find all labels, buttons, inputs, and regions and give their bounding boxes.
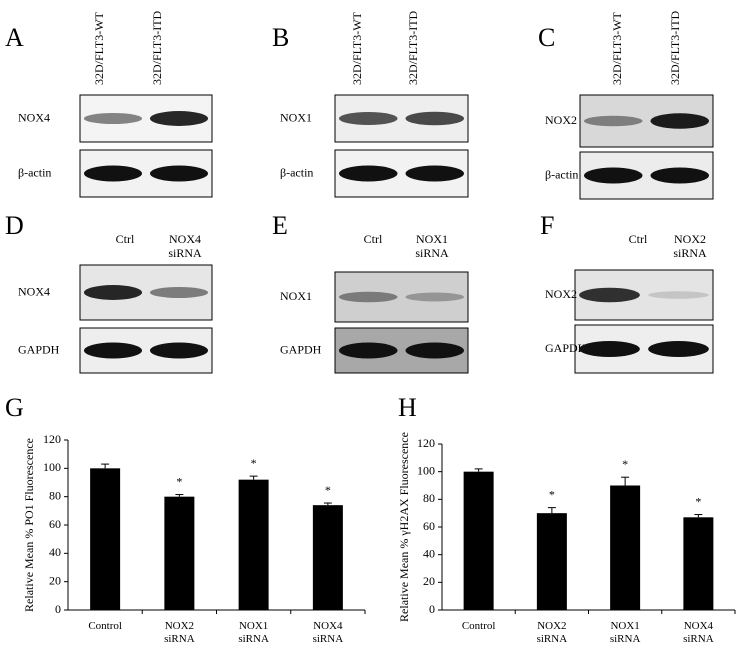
significance-marker: * bbox=[622, 457, 628, 471]
panel-letter: E bbox=[272, 211, 288, 240]
row-label: β-actin bbox=[280, 165, 313, 179]
band bbox=[405, 111, 465, 126]
y-tick-label: 60 bbox=[423, 519, 435, 533]
band bbox=[83, 342, 143, 359]
y-tick-label: 120 bbox=[417, 436, 435, 450]
x-tick-label: Control bbox=[88, 620, 122, 632]
band bbox=[583, 115, 643, 127]
row-label: NOX1 bbox=[280, 110, 312, 124]
x-tick-label: NOX4 siRNA bbox=[683, 620, 714, 645]
lane-label: 32D/FLT3-WT bbox=[92, 11, 106, 85]
row-label: β-actin bbox=[18, 165, 51, 179]
y-tick-label: 20 bbox=[49, 573, 61, 587]
band bbox=[650, 167, 710, 184]
significance-marker: * bbox=[695, 494, 701, 508]
y-tick-label: 80 bbox=[423, 491, 435, 505]
x-tick-label: NOX4 siRNA bbox=[312, 620, 344, 645]
y-tick-label: 40 bbox=[423, 546, 435, 560]
y-tick-label: 0 bbox=[55, 602, 61, 616]
lane-label: 32D/FLT3-ITD bbox=[406, 10, 420, 85]
y-tick-label: 60 bbox=[49, 517, 61, 531]
band bbox=[583, 167, 643, 184]
significance-marker: * bbox=[325, 483, 331, 497]
row-label: NOX1 bbox=[280, 289, 312, 303]
row-label: β-actin bbox=[545, 167, 578, 181]
band bbox=[579, 341, 640, 357]
band bbox=[650, 113, 710, 129]
band bbox=[338, 112, 398, 125]
x-tick-label: NOX2 siRNA bbox=[536, 620, 568, 645]
band bbox=[149, 165, 209, 182]
blot-box bbox=[334, 271, 469, 323]
bar bbox=[238, 479, 269, 610]
lane-label: NOX4 siRNA bbox=[168, 232, 202, 260]
bar bbox=[312, 505, 343, 610]
row-label: NOX4 bbox=[18, 110, 50, 124]
y-tick-label: 40 bbox=[49, 545, 61, 559]
y-tick-label: 100 bbox=[43, 460, 61, 474]
y-axis-label: Relative Mean % PO1 Fluorescence bbox=[22, 438, 36, 612]
significance-marker: * bbox=[176, 474, 182, 488]
panel-letter: C bbox=[538, 23, 555, 52]
panel-letter: F bbox=[540, 211, 554, 240]
significance-marker: * bbox=[251, 456, 257, 470]
band bbox=[149, 111, 209, 126]
band bbox=[338, 342, 398, 359]
bar bbox=[463, 471, 494, 610]
panel-letter: D bbox=[5, 211, 24, 240]
y-tick-label: 0 bbox=[429, 602, 435, 616]
lane-label: Ctrl bbox=[115, 232, 135, 246]
row-label: NOX4 bbox=[18, 284, 50, 298]
x-tick-label: NOX1 siRNA bbox=[609, 620, 641, 645]
row-label: GAPDH bbox=[545, 341, 587, 355]
lane-label: 32D/FLT3-ITD bbox=[150, 10, 164, 85]
bar bbox=[90, 468, 121, 610]
band bbox=[405, 342, 465, 359]
bar bbox=[164, 496, 195, 610]
lane-label: Ctrl bbox=[363, 232, 383, 246]
row-label: GAPDH bbox=[280, 342, 322, 356]
panel-letter: B bbox=[272, 23, 289, 52]
significance-marker: * bbox=[549, 487, 555, 501]
band bbox=[648, 341, 709, 357]
band bbox=[83, 165, 143, 182]
band bbox=[149, 342, 209, 359]
band bbox=[405, 165, 465, 182]
band bbox=[405, 292, 465, 302]
x-tick-label: Control bbox=[461, 620, 496, 632]
band bbox=[648, 291, 709, 299]
y-tick-label: 20 bbox=[423, 574, 435, 588]
panel-letter: H bbox=[398, 393, 417, 422]
y-axis-label: Relative Mean % γH2AX Fluorescence bbox=[397, 432, 411, 622]
row-label: GAPDH bbox=[18, 342, 60, 356]
band bbox=[83, 113, 143, 124]
bar bbox=[610, 485, 641, 610]
band bbox=[338, 165, 398, 182]
lane-label: 32D/FLT3-ITD bbox=[668, 10, 682, 85]
band bbox=[338, 291, 398, 303]
row-label: NOX2 bbox=[545, 287, 577, 301]
bar bbox=[536, 513, 567, 610]
band bbox=[83, 285, 143, 300]
lane-label: NOX1 siRNA bbox=[415, 232, 449, 260]
y-tick-label: 80 bbox=[49, 488, 61, 502]
lane-label: NOX2 siRNA bbox=[673, 232, 707, 260]
band bbox=[579, 287, 640, 303]
panel-letter: G bbox=[5, 393, 24, 422]
bar bbox=[683, 517, 714, 610]
lane-label: 32D/FLT3-WT bbox=[610, 11, 624, 85]
x-tick-label: NOX1 siRNA bbox=[238, 620, 269, 645]
y-tick-label: 100 bbox=[417, 463, 435, 477]
band bbox=[149, 287, 209, 298]
y-tick-label: 120 bbox=[43, 432, 61, 446]
lane-label: Ctrl bbox=[628, 232, 648, 246]
lane-label: 32D/FLT3-WT bbox=[350, 11, 364, 85]
x-tick-label: NOX2 siRNA bbox=[164, 620, 195, 645]
row-label: NOX2 bbox=[545, 113, 577, 127]
panel-letter: A bbox=[5, 23, 24, 52]
